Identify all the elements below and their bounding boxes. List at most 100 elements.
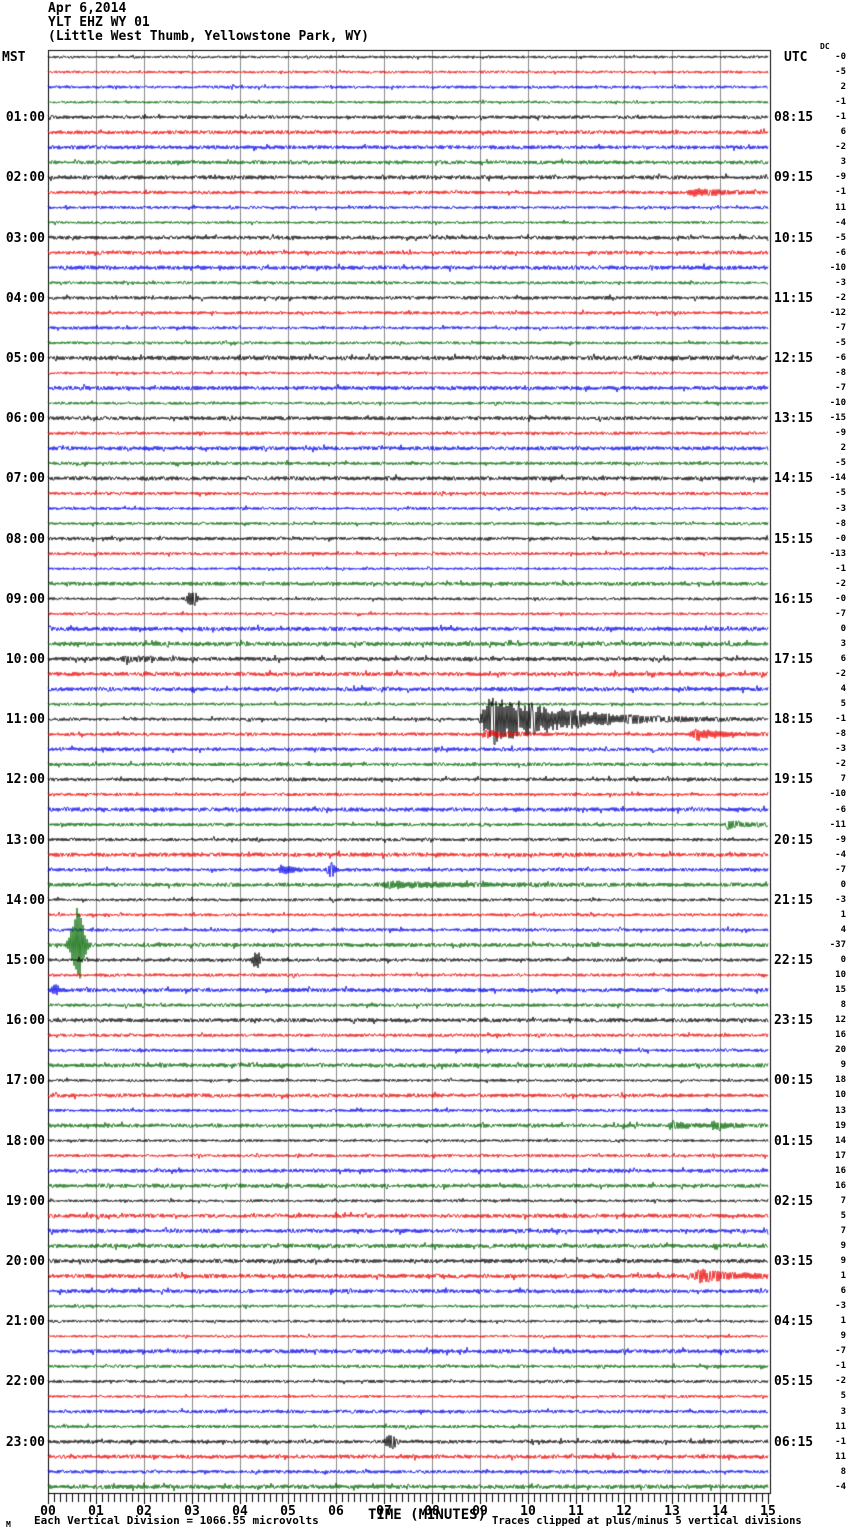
mst-hour-label: 13:00: [5, 832, 45, 848]
mst-hour-label: 22:00: [5, 1374, 45, 1390]
utc-axis-header: UTC: [784, 50, 808, 65]
dc-offset-value: 6: [840, 654, 846, 664]
dc-offset-value: 3: [840, 157, 846, 168]
dc-offset-value: -0: [835, 52, 846, 62]
dc-offset-value: 9: [840, 1256, 846, 1266]
utc-hour-label: 05:15: [774, 1374, 814, 1390]
minute-tick-label: 02: [136, 1504, 152, 1519]
minute-tick-label: 13: [664, 1504, 680, 1519]
mst-hour-label: 04:00: [5, 290, 45, 306]
dc-offset-value: -37: [829, 939, 846, 950]
dc-offset-value: -3: [835, 1301, 846, 1312]
utc-hour-label: 19:15: [774, 772, 814, 788]
mst-hour-label: 19:00: [5, 1193, 45, 1209]
utc-hour-label: 03:15: [774, 1254, 814, 1269]
dc-offset-value: -7: [835, 1346, 846, 1357]
dc-offset-value: -4: [835, 849, 846, 860]
dc-offset-value: 0: [840, 955, 846, 965]
dc-offset-value: -6: [835, 804, 846, 815]
dc-offset-value: -1: [835, 563, 846, 574]
dc-offset-value: -11: [829, 819, 846, 830]
dc-offset-value: -9: [835, 172, 846, 183]
utc-hour-label: 14:15: [774, 471, 814, 487]
dc-offset-value: 2: [840, 82, 846, 93]
dc-offset-value: -4: [835, 217, 846, 228]
utc-hour-label: 12:15: [774, 351, 814, 366]
dc-offset-value: -2: [835, 578, 846, 589]
clip-note: Traces clipped at plus/minus 5 vertical …: [492, 1515, 802, 1527]
dc-offset-value: 16: [835, 1165, 846, 1176]
dc-offset-value: -9: [835, 834, 846, 845]
dc-offset-value: -2: [835, 292, 846, 303]
dc-offset-value: 0: [840, 623, 846, 634]
dc-offset-value: -5: [835, 488, 846, 499]
dc-offset-value: -8: [835, 729, 846, 740]
dc-offset-value: 14: [835, 1135, 846, 1146]
dc-offset-value: -7: [835, 608, 846, 619]
dc-offset-value: -0: [835, 533, 846, 544]
dc-offset-value: 6: [840, 127, 846, 138]
dc-offset-value: 5: [840, 1391, 846, 1402]
utc-hour-label: 02:15: [774, 1193, 814, 1209]
minute-tick-label: 00: [40, 1504, 56, 1519]
dc-offset-value: -12: [829, 307, 846, 318]
dc-offset-value: 19: [835, 1120, 846, 1131]
dc-offset-value: 9: [840, 1060, 846, 1071]
mst-hour-label: 11:00: [5, 712, 45, 728]
corner-mark: M: [6, 1520, 11, 1529]
dc-offset-value: -2: [835, 759, 846, 770]
dc-offset-value: -5: [835, 67, 846, 78]
mst-hour-label: 01:00: [5, 110, 45, 126]
dc-offset-value: -5: [835, 458, 846, 469]
dc-offset-value: 1: [840, 909, 846, 920]
mst-hour-label: 12:00: [5, 772, 45, 788]
dc-offset-value: 4: [840, 924, 846, 935]
dc-offset-value: 15: [835, 985, 846, 996]
dc-offset-value: 11: [835, 1421, 846, 1432]
mst-axis-header: MST: [2, 50, 26, 65]
dc-offset-value: -14: [829, 473, 846, 484]
mst-hour-label: 07:00: [5, 471, 45, 487]
dc-offset-value: 7: [840, 1225, 846, 1236]
mst-hour-label: 02:00: [5, 170, 45, 186]
dc-offset-value: -0: [835, 593, 846, 604]
dc-offset-value: -7: [835, 383, 846, 394]
dc-offset-value: -15: [829, 413, 846, 424]
dc-offset-value: -8: [835, 518, 846, 529]
dc-offset-value: -10: [829, 262, 846, 273]
minute-tick-label: 09: [472, 1504, 488, 1519]
dc-offset-value: 10: [835, 1090, 846, 1101]
station-code: YLT EHZ WY 01: [48, 15, 150, 30]
dc-offset-value: 17: [835, 1150, 846, 1161]
mst-hour-label: 08:00: [5, 531, 45, 547]
dc-offset-value: -1: [835, 112, 846, 123]
dc-offset-value: -6: [835, 247, 846, 258]
dc-offset-value: -1: [835, 1361, 846, 1372]
dc-offset-value: -1: [835, 714, 846, 725]
minute-tick-label: 07: [376, 1504, 392, 1519]
minute-tick-label: 05: [280, 1504, 296, 1519]
dc-offset-value: -5: [835, 337, 846, 348]
minute-tick-label: 01: [88, 1504, 104, 1519]
utc-hour-label: 10:15: [774, 230, 814, 246]
mst-hour-label: 06:00: [5, 411, 45, 427]
dc-offset-value: 16: [835, 1030, 846, 1041]
dc-offset-value: 8: [840, 1000, 846, 1011]
minute-tick-label: 03: [184, 1504, 200, 1519]
dc-offset-value: -1: [835, 187, 846, 198]
mst-hour-label: 20:00: [5, 1254, 45, 1269]
vertical-scale-note: Each Vertical Division = 1066.55 microvo…: [34, 1514, 319, 1527]
dc-offset-value: -3: [835, 894, 846, 905]
dc-offset-value: 11: [835, 202, 846, 213]
dc-offset-value: 10: [835, 970, 846, 981]
dc-offset-value: 12: [835, 1015, 846, 1026]
dc-offset-value: -3: [835, 503, 846, 514]
utc-hour-label: 08:15: [774, 110, 814, 126]
dc-offset-value: -3: [835, 277, 846, 288]
minute-tick-label: 06: [328, 1504, 344, 1519]
dc-offset-value: 5: [840, 1210, 846, 1221]
dc-offset-value: 11: [835, 1451, 846, 1462]
dc-offset-value: -10: [829, 789, 846, 800]
